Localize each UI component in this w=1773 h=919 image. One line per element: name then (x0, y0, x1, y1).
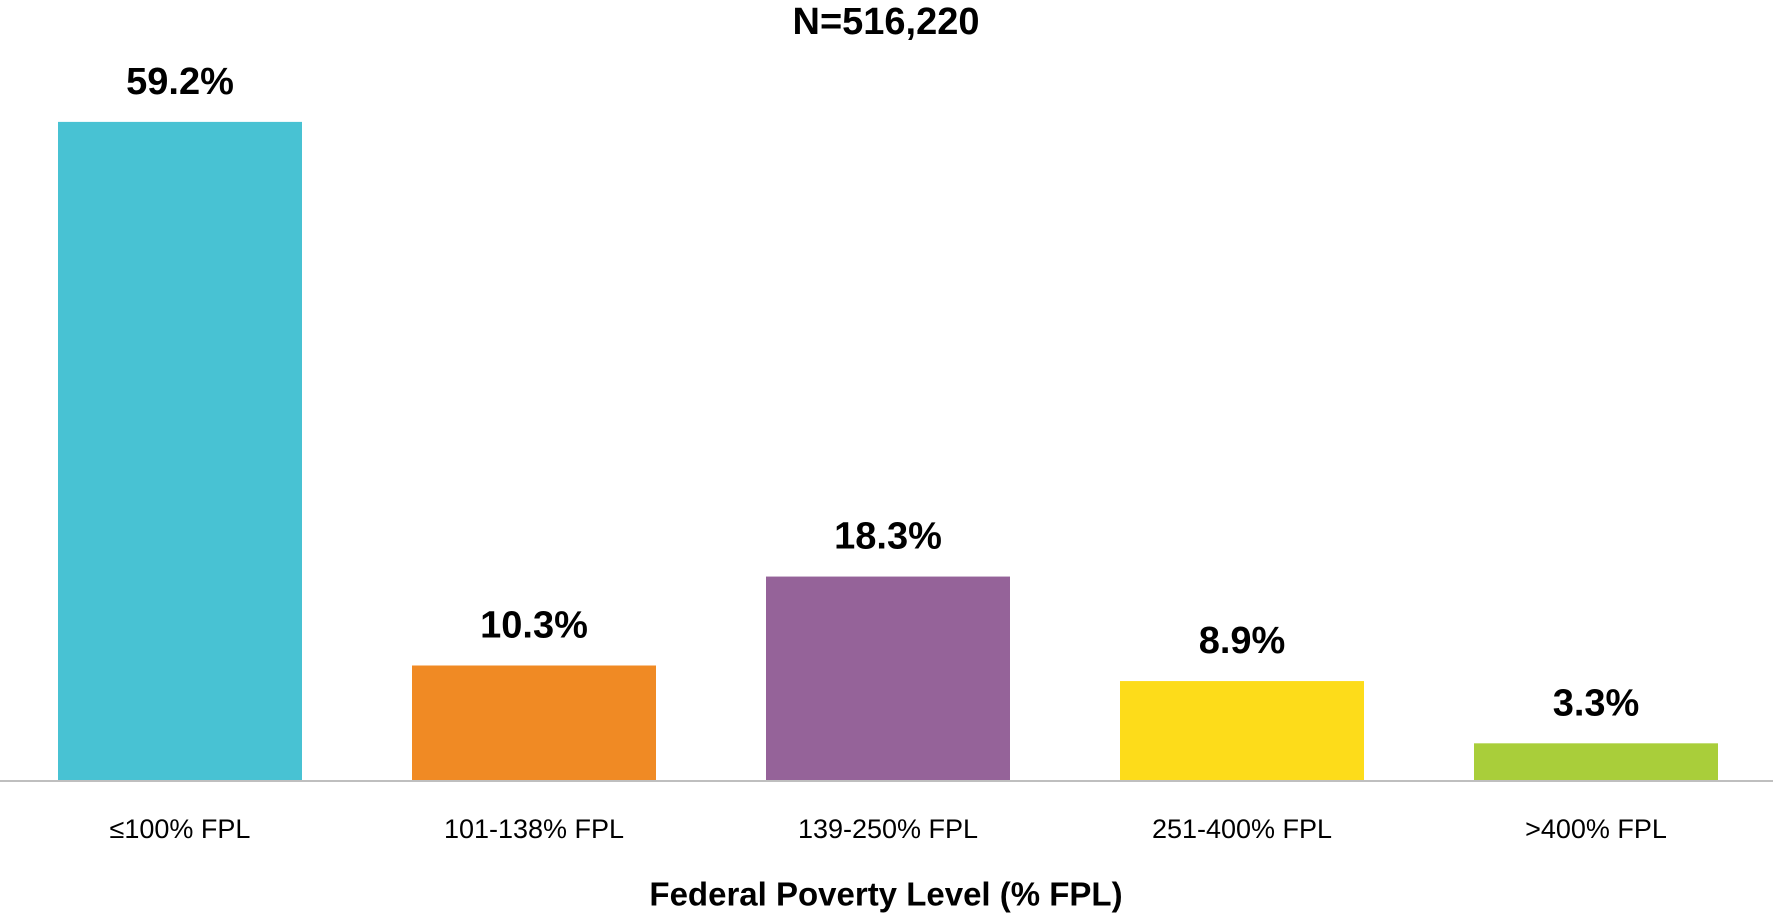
x-axis-label: Federal Poverty Level (% FPL) (649, 876, 1122, 913)
chart-title: N=516,220 (793, 1, 980, 43)
x-tick-label: 251-400% FPL (1152, 814, 1332, 844)
value-label: 18.3% (834, 516, 942, 558)
value-label: 59.2% (126, 61, 234, 103)
bar (412, 665, 656, 780)
bar (1120, 681, 1364, 780)
value-label: 3.3% (1553, 682, 1640, 724)
bar (58, 121, 302, 781)
x-tick-label: 139-250% FPL (798, 814, 978, 844)
value-label: 10.3% (480, 605, 588, 647)
x-tick-label: >400% FPL (1525, 814, 1667, 844)
x-tick-label: ≤100% FPL (110, 814, 251, 844)
bar (1474, 743, 1718, 780)
value-label: 8.9% (1199, 620, 1286, 662)
bar (766, 576, 1010, 780)
x-tick-label: 101-138% FPL (444, 814, 624, 844)
